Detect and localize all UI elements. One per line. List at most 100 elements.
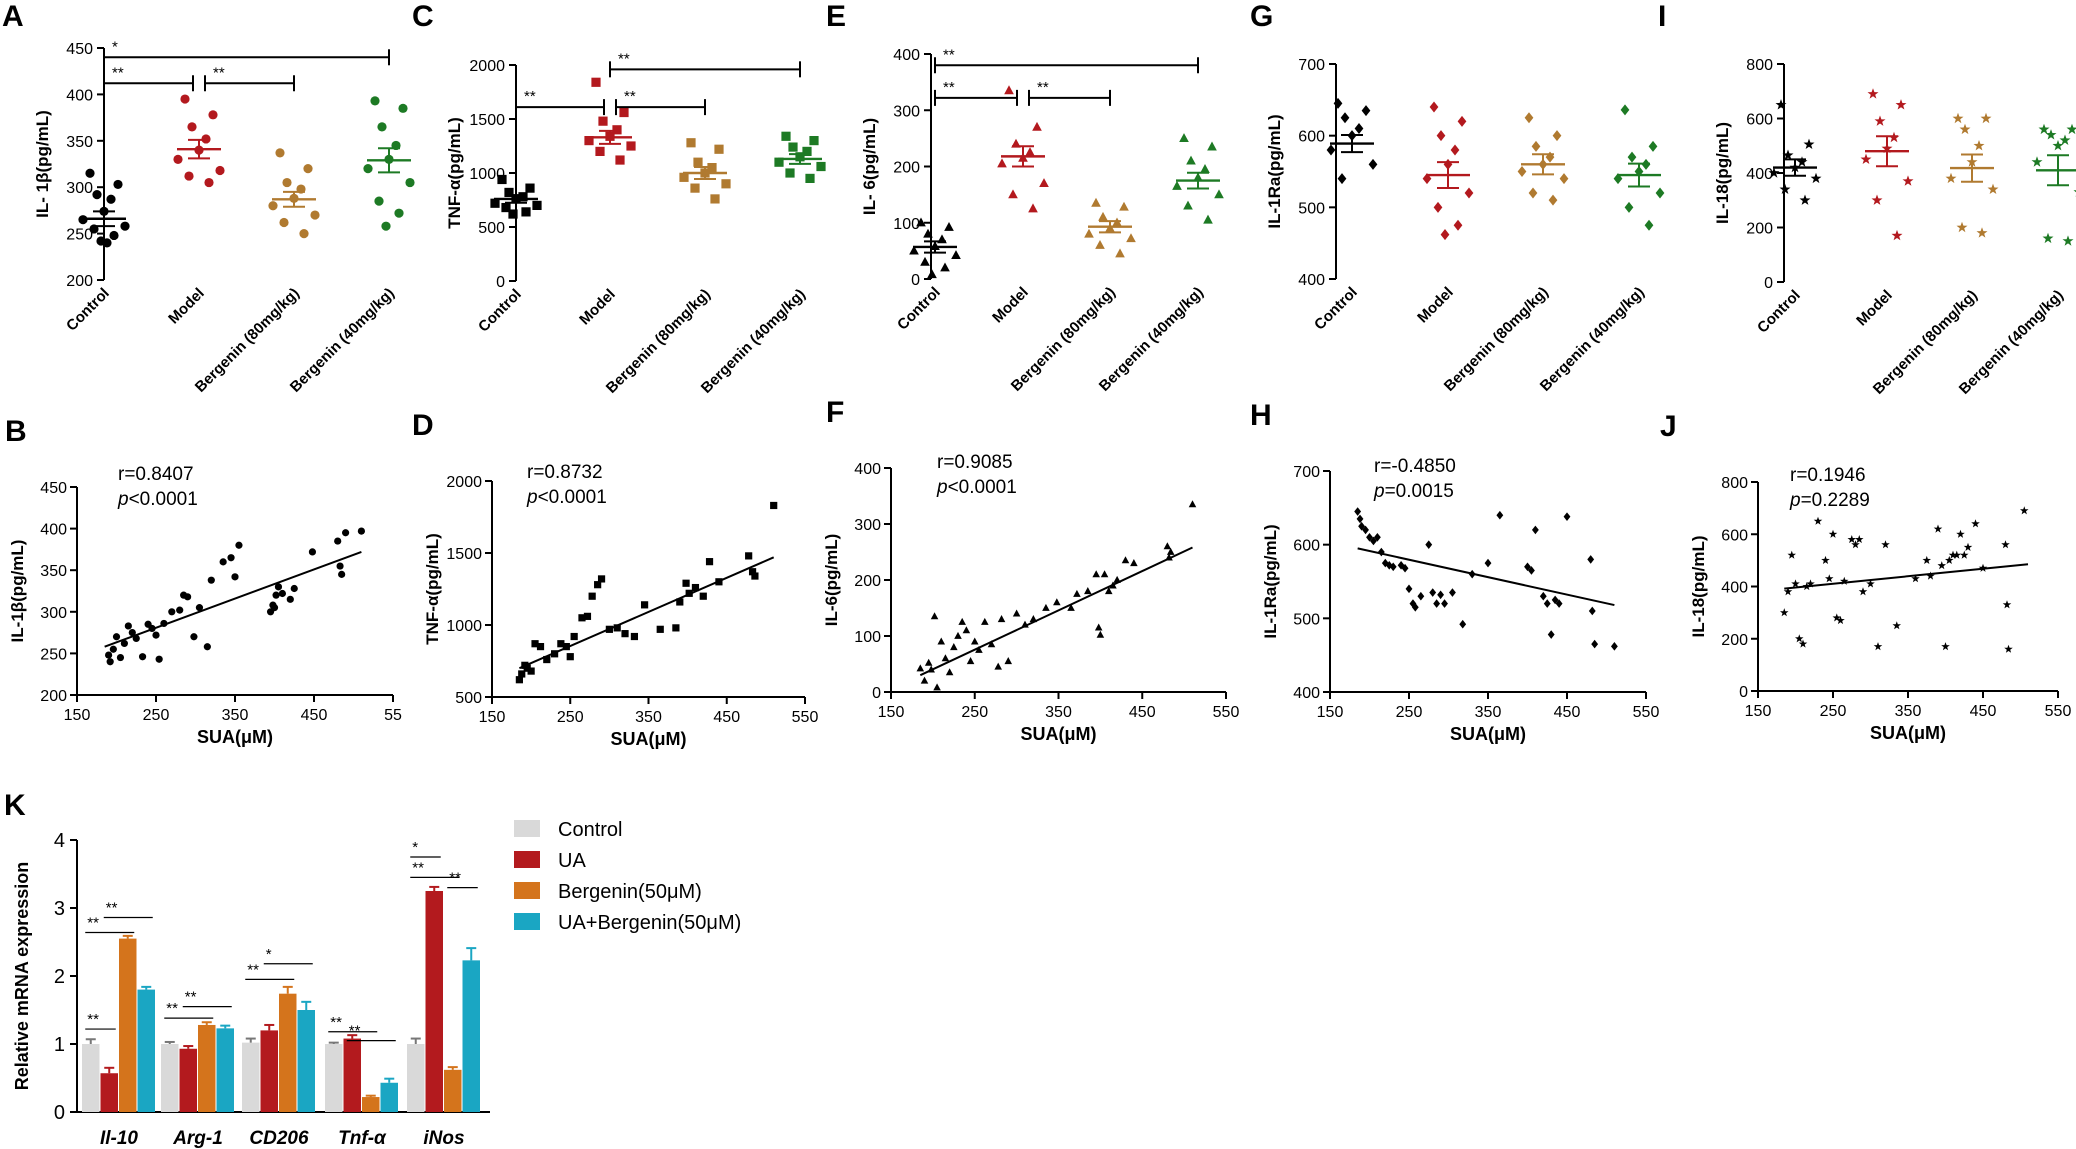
category-label: Control [1311,284,1361,334]
y-tick-label: 200 [1746,221,1773,238]
group-0 [490,174,542,219]
data-point [595,146,605,156]
data-point [1941,642,1950,651]
group-0 [1768,99,1822,205]
data-point [1104,587,1113,595]
data-point [1163,542,1172,550]
data-point [1588,606,1596,616]
data-point [937,637,946,645]
significance-marker: ** [112,64,124,81]
data-point [1531,140,1541,152]
regression-line [518,556,775,670]
data-point [1874,115,1886,126]
bar [407,1044,425,1112]
legend-entry: UA+Bergenin(50μM) [558,912,741,934]
data-point [1437,590,1445,600]
significance-marker: ** [87,914,99,931]
y-tick-label: 1500 [469,112,505,129]
group-1 [1422,101,1474,241]
data-point [1004,657,1013,665]
data-point [1867,88,1879,99]
data-point [1053,598,1061,606]
data-point [207,576,215,584]
data-point [531,640,539,648]
data-point [1895,99,1907,110]
data-point [1796,156,1808,167]
data-point [85,168,95,178]
data-point [805,173,815,183]
bar [100,1073,118,1112]
significance-marker: ** [943,46,955,63]
data-point [557,640,565,648]
data-point [1821,555,1830,564]
data-point [920,676,929,684]
data-point [1337,173,1347,185]
data-point [1095,239,1105,249]
data-point [1025,147,1035,157]
data-point [1559,173,1569,185]
data-point [640,601,649,609]
data-point [930,612,939,620]
data-point [1648,140,1658,152]
data-point [120,221,130,231]
group-3 [1613,104,1665,231]
data-point [1207,141,1217,151]
x-tick-label: 250 [961,704,988,721]
x-axis-label: SUA(μM) [1021,724,1097,744]
data-point [788,142,798,152]
significance-marker: ** [449,870,461,887]
data-point [1422,173,1432,185]
significance-marker: ** [87,1011,99,1028]
data-point [1555,599,1563,608]
bar [161,1044,179,1112]
panel-label: H [1250,399,1272,432]
data-point [1449,588,1456,597]
data-point [105,651,113,659]
significance-marker: ** [247,961,259,978]
data-point [187,122,197,132]
significance-marker: ** [330,1014,342,1031]
x-tick-label: 250 [1396,704,1423,721]
y-axis-label: IL-1Ra(pg/mL) [1261,524,1280,638]
data-point [1528,187,1538,199]
data-point [310,210,320,220]
group-2 [1517,112,1569,206]
significance-marker: ** [618,50,630,67]
data-point [748,568,757,576]
data-point [152,631,160,639]
data-point [106,194,116,204]
y-tick-label: 2000 [469,58,505,75]
data-point [1368,158,1378,170]
points [105,527,365,666]
data-point [176,606,184,614]
data-point [958,617,966,625]
r-value: r=0.9085 [937,452,1013,473]
data-point [981,617,989,625]
data-point [809,136,819,146]
y-tick-label: 200 [893,160,920,177]
data-point [1188,500,1197,508]
data-point [184,593,192,601]
category-label: Control [63,285,113,335]
x-tick-label: 250 [557,709,584,726]
bar [119,938,137,1112]
points [1780,506,2029,653]
data-point [1172,180,1182,190]
data-point [1539,591,1547,601]
data-point [1126,233,1136,243]
y-tick-label: 600 [1746,112,1773,129]
data-point [2042,232,2054,244]
data-point [816,161,826,172]
significance-marker: ** [166,1000,178,1017]
category-label: Control [1754,287,1804,337]
x-tick-label: 550 [1633,704,1660,721]
panel-label: B [5,415,27,448]
data-point [1401,563,1409,573]
group-3 [2031,123,2076,246]
data-point [578,614,586,622]
data-point [268,201,278,211]
data-point [275,148,285,158]
significance-marker: ** [349,1023,361,1040]
bar [198,1024,216,1112]
